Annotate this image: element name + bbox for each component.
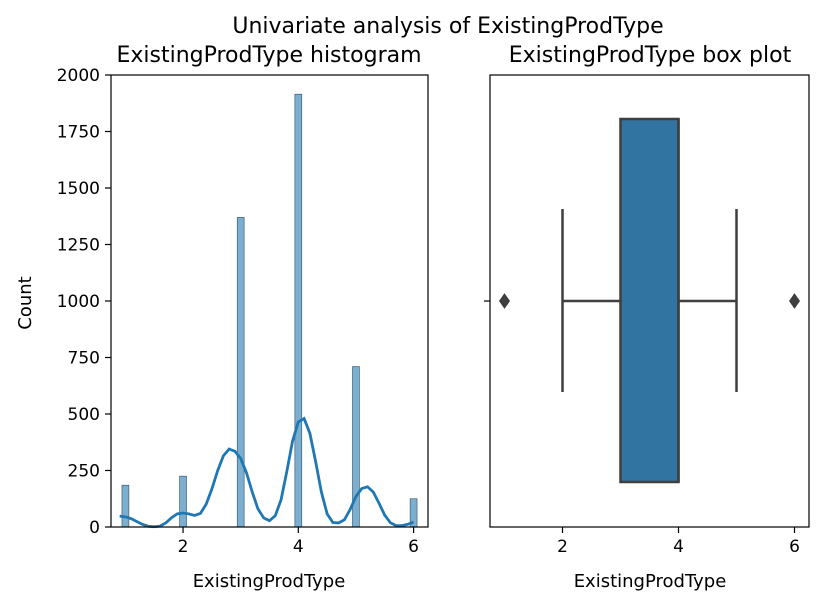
histogram-y-tick-label: 0 <box>89 518 100 538</box>
boxplot-axes-frame <box>489 74 810 528</box>
histogram-y-tick-label: 1750 <box>57 123 100 143</box>
histogram-y-ticks: 0 250 500 750 1000 1250 1500 1750 2000 <box>57 66 111 538</box>
histogram-ylabel: Count <box>15 276 36 329</box>
boxplot-x-tick-label: 4 <box>673 537 684 557</box>
kde-curve <box>119 416 415 529</box>
boxplot-title: ExistingProdType box plot <box>509 43 792 68</box>
boxplot-box <box>619 117 680 484</box>
histogram-bar <box>294 93 303 528</box>
histogram-y-tick-label: 1000 <box>57 292 100 312</box>
suptitle: Univariate analysis of ExistingProdType <box>232 14 663 39</box>
histogram-bar <box>236 217 245 528</box>
histogram-bar <box>121 484 130 528</box>
histogram-panel: ExistingProdType histogram 0 250 500 750 100… <box>15 43 429 592</box>
histogram-axes-frame <box>110 74 429 528</box>
boxplot-outlier <box>498 293 511 309</box>
histogram-x-tick-label: 2 <box>178 537 189 557</box>
boxplot-panel: ExistingProdType box plot 2 4 6 ExistingPr… <box>484 43 810 592</box>
boxplot-xlabel: ExistingProdType <box>574 571 727 592</box>
boxplot-x-tick-label: 2 <box>557 537 568 557</box>
histogram-title: ExistingProdType histogram <box>116 43 421 68</box>
histogram-x-ticks: 2 4 6 <box>178 527 419 557</box>
boxplot-elements <box>498 117 801 484</box>
histogram-y-tick-label: 250 <box>68 462 100 482</box>
histogram-bar <box>179 475 187 528</box>
histogram-y-tick-label: 1250 <box>57 236 100 256</box>
histogram-y-tick-label: 1500 <box>57 179 100 199</box>
histogram-x-tick-label: 4 <box>293 537 304 557</box>
boxplot-x-tick-label: 6 <box>789 537 800 557</box>
histogram-y-tick-label: 750 <box>68 349 100 369</box>
boxplot-x-ticks: 2 4 6 <box>484 300 800 557</box>
boxplot-outlier <box>788 293 801 309</box>
histogram-y-tick-label: 2000 <box>57 66 100 86</box>
histogram-bars <box>121 93 418 528</box>
histogram-xlabel: ExistingProdType <box>193 571 346 592</box>
histogram-y-tick-label: 500 <box>68 405 100 425</box>
histogram-x-tick-label: 6 <box>408 537 419 557</box>
